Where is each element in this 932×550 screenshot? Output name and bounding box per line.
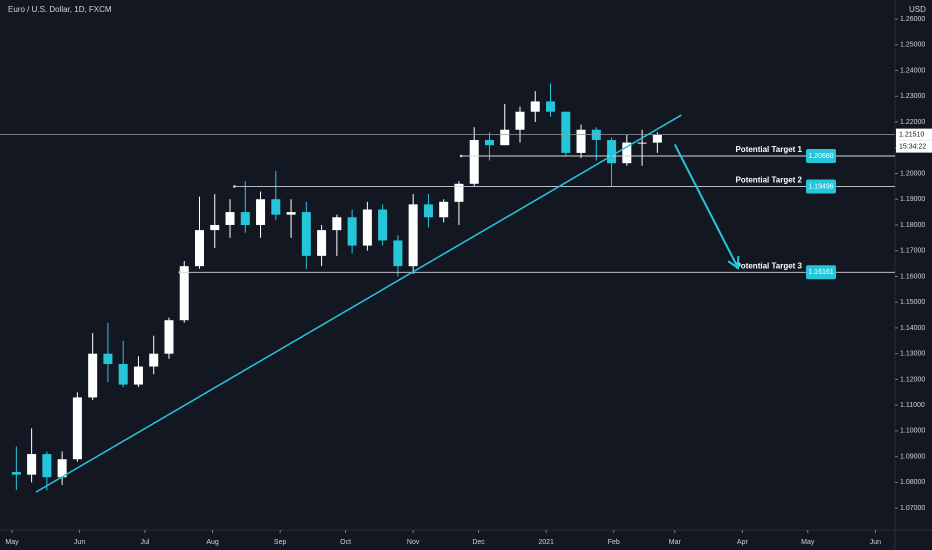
candle-body: [561, 111, 571, 153]
candle-body: [530, 101, 540, 112]
candle-body: [240, 212, 250, 225]
x-tick-label: Nov: [407, 539, 420, 546]
y-tick-label: 1.26000: [900, 16, 925, 23]
y-tick-label: 1.09000: [900, 453, 925, 460]
x-tick-label: May: [5, 539, 19, 546]
target-tag: [806, 148, 836, 163]
y-tick-label: 1.13000: [900, 351, 925, 358]
y-tick-label: 1.18000: [900, 222, 925, 229]
candle-body: [439, 201, 449, 218]
candle-body: [408, 204, 418, 267]
candle-body: [652, 134, 662, 143]
candle-body: [515, 111, 525, 130]
candle-body: [88, 353, 98, 398]
trendline: [35, 114, 682, 493]
candle-body: [256, 199, 266, 225]
y-tick-label: 1.14000: [900, 325, 925, 332]
x-tick-label: Jul: [141, 539, 150, 546]
y-tick-label: 1.16000: [900, 273, 925, 280]
x-tick-label: Sep: [274, 539, 287, 546]
y-tick-label: 1.15000: [900, 299, 925, 306]
candle-body: [210, 224, 220, 231]
target-start: [233, 185, 236, 188]
y-tick-label: 1.10000: [900, 428, 925, 435]
y-tick-label: 1.19000: [900, 196, 925, 203]
candle-body: [378, 209, 388, 241]
x-tick-label: Feb: [608, 539, 620, 546]
candle-body: [362, 209, 372, 246]
candle-body: [118, 363, 128, 385]
current-price-tag: [896, 128, 932, 141]
candle-body: [347, 217, 357, 246]
x-tick-label: May: [801, 539, 815, 546]
target-name: Potential Target 2: [735, 176, 802, 185]
candle-body: [637, 142, 647, 144]
x-tick-label: Jun: [74, 539, 85, 546]
candle-body: [27, 454, 37, 475]
x-tick-label: Oct: [340, 539, 351, 546]
y-tick-label: 1.25000: [900, 42, 925, 49]
y-tick-label: 1.24000: [900, 67, 925, 74]
candle-body: [57, 459, 67, 478]
candle-body: [454, 183, 464, 202]
y-tick-label: 1.07000: [900, 505, 925, 512]
target-value-label: 1.19496: [808, 183, 833, 190]
candle-body: [301, 212, 311, 256]
candle-body: [179, 266, 189, 321]
y-tick-label: 1.12000: [900, 376, 925, 383]
candle-body: [194, 230, 204, 267]
target-tag: [806, 265, 836, 280]
y-tick-label: 1.23000: [900, 93, 925, 100]
x-tick-label: 2021: [538, 539, 554, 546]
x-tick-label: Dec: [472, 539, 485, 546]
x-tick-label: Mar: [669, 539, 682, 546]
target-name: Potential Target 1: [735, 145, 802, 154]
countdown: 15:34:22: [899, 143, 926, 150]
candle-body: [576, 129, 586, 153]
x-tick-label: Aug: [206, 539, 219, 546]
candle-body: [271, 199, 281, 215]
arrow-head: [727, 255, 740, 270]
candle-body: [469, 140, 479, 184]
candle-body: [317, 230, 327, 256]
chart-title: Euro / U.S. Dollar, 1D, FXCM: [8, 5, 112, 14]
candle-body: [423, 204, 433, 218]
target-start: [459, 154, 463, 158]
candle-body: [149, 353, 159, 367]
target-tag: [806, 179, 836, 194]
target-value-label: 1.20680: [808, 153, 833, 160]
candle-body: [103, 353, 113, 364]
candle-body: [484, 140, 494, 146]
candle-body: [225, 212, 235, 225]
projection-arrow: [673, 143, 739, 269]
y-tick-label: 1.22000: [900, 119, 925, 126]
target-name: Potential Target 3: [735, 261, 802, 270]
x-tick-label: Jun: [870, 539, 881, 546]
target-start: [178, 271, 182, 274]
candle-body: [393, 240, 403, 267]
y-tick-label: 1.20000: [900, 170, 925, 177]
countdown-tag: [896, 140, 932, 153]
candle-body: [164, 320, 174, 354]
candle-body: [11, 472, 21, 475]
target-value-label: 1.16161: [808, 269, 833, 276]
candle-body: [622, 142, 632, 164]
candle-body: [332, 217, 342, 231]
candle-body: [546, 101, 556, 112]
candle-body: [607, 140, 617, 164]
y-tick-label: 1.11000: [900, 402, 925, 409]
current-price-label: 1.21510: [899, 131, 924, 138]
candle-body: [500, 129, 510, 146]
x-tick-label: Apr: [737, 539, 749, 546]
y-tick-label: 1.08000: [900, 479, 925, 486]
candle-body: [72, 397, 82, 460]
candle-body: [286, 212, 296, 215]
candle-body: [133, 366, 143, 385]
candle-body: [42, 454, 52, 478]
y-tick-label: 1.17000: [900, 248, 925, 255]
axis-unit: USD: [909, 5, 926, 14]
